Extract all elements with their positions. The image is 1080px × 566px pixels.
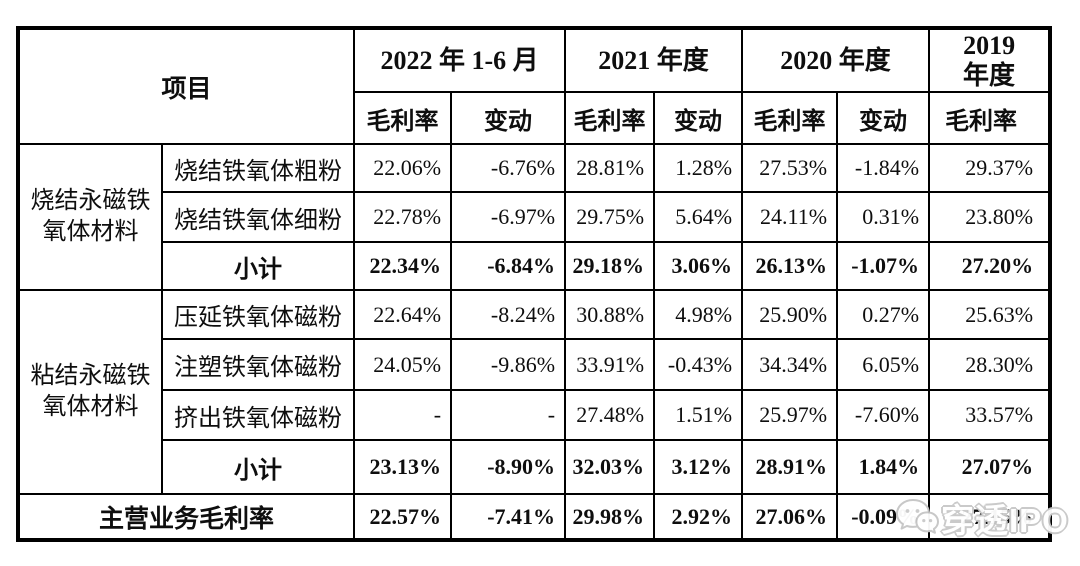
value-cell: 33.91%: [564, 338, 656, 391]
value-cell: 27.48%: [564, 389, 656, 441]
value-cell: 29.18%: [564, 241, 656, 291]
table-row: 挤出铁氧体磁粉 - - 27.48% 1.51% 25.97% -7.60% 3…: [18, 389, 1052, 441]
value-cell: 22.57%: [353, 493, 453, 541]
value-cell: 1.51%: [653, 389, 744, 441]
value-cell: 22.78%: [353, 191, 453, 243]
value-cell: -6.84%: [450, 241, 567, 291]
value-cell: 29.37%: [928, 143, 1052, 193]
value-cell: 25.90%: [741, 289, 839, 340]
value-cell: 4.98%: [653, 289, 744, 340]
value-cell: 5.64%: [653, 191, 744, 243]
header-2019-line1: 2019: [963, 30, 1016, 60]
header-2019-line2: 年度: [963, 60, 1016, 90]
value-cell: 34.34%: [741, 338, 839, 391]
value-cell: 22.34%: [353, 241, 453, 291]
value-cell: 27.06%: [741, 493, 839, 541]
subheader-margin-2022: 毛利率: [353, 91, 453, 145]
value-cell: 32.03%: [564, 439, 656, 495]
subtotal-label: 小计: [160, 241, 356, 291]
footer-label: 主营业务毛利率: [16, 493, 356, 541]
subheader-change-2020: 变动: [836, 91, 931, 145]
table-row: 烧结永磁铁氧体材料 烧结铁氧体粗粉 22.06% -6.76% 28.81% 1…: [17, 143, 1052, 291]
value-cell: 22.64%: [353, 289, 453, 340]
value-cell: 29.98%: [564, 493, 656, 541]
gross-margin-table: 项目 2022 年 1-6 月 2021 年度 2020 年度 2019 年度 …: [16, 26, 1053, 542]
value-cell: 22.06%: [353, 143, 453, 193]
value-cell: -8.90%: [450, 439, 567, 495]
value-cell: 1.28%: [653, 143, 744, 193]
value-cell: 23.13%: [353, 439, 453, 495]
value-cell: 33.57%: [928, 389, 1052, 441]
value-cell: 27.07%: [928, 439, 1052, 495]
table-row: 注塑铁氧体磁粉 24.05% -9.86% 33.91% -0.43% 34.3…: [18, 338, 1052, 391]
value-cell: -6.97%: [450, 191, 567, 243]
value-cell: 28.91%: [741, 439, 839, 495]
value-cell: -1.07%: [836, 241, 931, 291]
value-cell: 24.05%: [353, 338, 453, 391]
value-cell: 25.97%: [741, 389, 839, 441]
header-item: 项目: [16, 27, 356, 145]
subheader-change-2021: 变动: [653, 91, 744, 145]
subheader-margin-2020: 毛利率: [741, 91, 839, 145]
subtotal-row: 小计 22.34% -6.84% 29.18% 3.06% 26.13% -1.…: [18, 241, 1052, 291]
value-cell: 3.12%: [653, 439, 744, 495]
value-cell: -1.84%: [836, 143, 931, 193]
header-2019: 2019 年度: [928, 27, 1052, 93]
group-label-bonded: 粘结永磁铁氧体材料: [17, 289, 163, 495]
value-cell: 27.53%: [741, 143, 839, 193]
value-cell: 29.75%: [564, 191, 656, 243]
value-cell: 28.30%: [928, 338, 1052, 391]
table-row: 烧结铁氧体细粉 22.78% -6.97% 29.75% 5.64% 24.11…: [18, 191, 1052, 243]
value-cell: 28.81%: [564, 143, 656, 193]
row-label: 烧结铁氧体细粉: [160, 191, 356, 243]
value-cell: 30.88%: [564, 289, 656, 340]
subtotal-label: 小计: [160, 439, 356, 495]
table-row: 粘结永磁铁氧体材料 压延铁氧体磁粉 22.64% -8.24% 30.88% 4…: [17, 289, 1052, 495]
value-cell: 23.80%: [928, 191, 1052, 243]
value-cell: -: [353, 389, 453, 441]
value-cell: 6.05%: [836, 338, 931, 391]
header-2021: 2021 年度: [564, 27, 744, 93]
row-label: 注塑铁氧体磁粉: [160, 338, 356, 391]
value-cell: -8.24%: [450, 289, 567, 340]
value-cell: 27.20%: [928, 241, 1052, 291]
subheader-margin-2019: 毛利率: [928, 91, 1052, 145]
value-cell: 1.84%: [836, 439, 931, 495]
subheader-change-2022: 变动: [450, 91, 567, 145]
header-2020: 2020 年度: [741, 27, 931, 93]
row-label: 压延铁氧体磁粉: [160, 289, 356, 340]
row-label: 烧结铁氧体粗粉: [160, 143, 356, 193]
value-cell: 24.11%: [741, 191, 839, 243]
value-cell: -0.09%: [836, 493, 931, 541]
value-cell: -6.76%: [450, 143, 567, 193]
value-cell: 26.13%: [741, 241, 839, 291]
value-cell: 3.06%: [653, 241, 744, 291]
value-cell: -: [450, 389, 567, 441]
row-label: 挤出铁氧体磁粉: [160, 389, 356, 441]
value-cell: 27.15%: [928, 493, 1052, 541]
value-cell: -7.60%: [836, 389, 931, 441]
value-cell: 0.31%: [836, 191, 931, 243]
subtotal-row: 小计 23.13% -8.90% 32.03% 3.12% 28.91% 1.8…: [18, 439, 1052, 495]
value-cell: -7.41%: [450, 493, 567, 541]
value-cell: 2.92%: [653, 493, 744, 541]
footer-row: 主营业务毛利率 22.57% -7.41% 29.98% 2.92% 27.06…: [16, 493, 1052, 541]
value-cell: 25.63%: [928, 289, 1052, 340]
value-cell: -0.43%: [653, 338, 744, 391]
value-cell: -9.86%: [450, 338, 567, 391]
subheader-margin-2021: 毛利率: [564, 91, 656, 145]
value-cell: 0.27%: [836, 289, 931, 340]
header-2022: 2022 年 1-6 月: [353, 27, 567, 93]
group-label-sintered: 烧结永磁铁氧体材料: [17, 143, 163, 291]
